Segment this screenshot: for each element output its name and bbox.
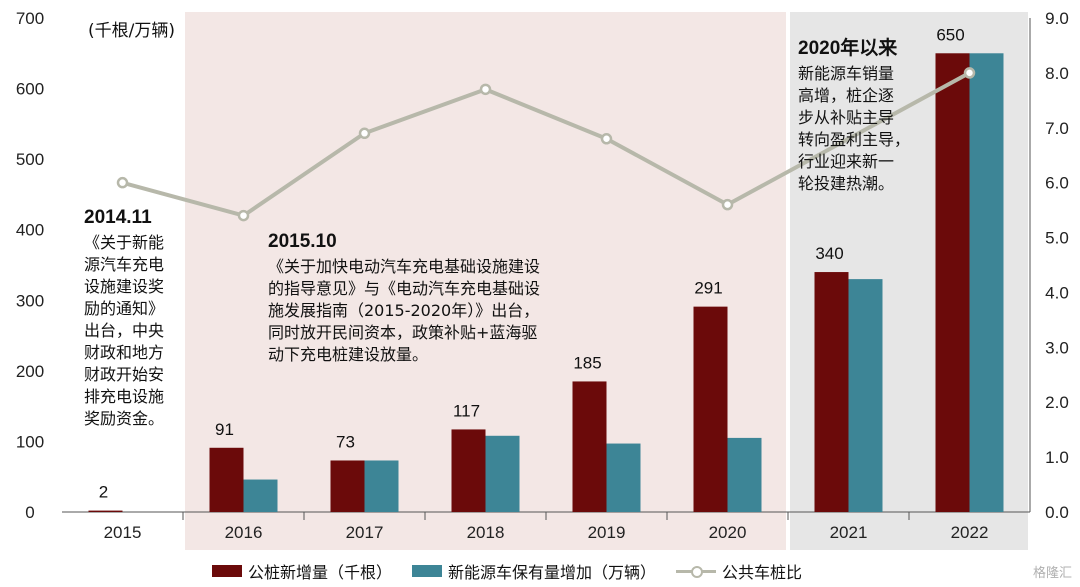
annotation-2014-line: 《关于新能	[84, 233, 165, 252]
ratio-point	[116, 176, 129, 189]
annotation-2020-line: 新能源车销量	[798, 64, 895, 83]
bar-ev-stock-increase	[243, 479, 278, 512]
y-right-tick-label: 5.0	[1045, 229, 1069, 248]
ratio-line-series	[116, 67, 976, 222]
legend-swatch-new-public-piles	[212, 565, 242, 577]
legend-label-new-public-piles: 公桩新增量（千根）	[248, 563, 393, 582]
bar-data-label: 185	[573, 353, 601, 372]
ratio-point	[358, 127, 371, 140]
ratio-point	[963, 67, 976, 79]
annotation-2014-line: 出台，中央	[84, 321, 165, 340]
ratio-point	[479, 83, 492, 96]
legend-item-new-public-piles: 公桩新增量（千根）	[212, 559, 392, 583]
annotation-2015-line: 《关于加快电动汽车充电基础设施建设	[268, 257, 541, 276]
annotation-2014-line: 排充电设施	[84, 387, 165, 406]
annotation-2020-line: 行业迎来新一	[798, 152, 895, 171]
annotation-2015-heading: 2015.10	[268, 231, 337, 252]
bar-ev-stock-increase	[364, 460, 399, 512]
legend-label-vehicle-pile-ratio: 公共车桩比	[722, 563, 803, 582]
unit-label: (千根/万辆)	[88, 21, 175, 41]
y-right-tick-label: 4.0	[1045, 283, 1069, 302]
annotation-2020-line: 步从补贴主导	[798, 108, 895, 127]
legend-item-ev-stock-increase: 新能源车保有量增加（万辆）	[412, 559, 656, 583]
ratio-point	[237, 209, 250, 222]
y-left-tick-label: 0	[25, 503, 34, 522]
x-tick-label: 2020	[709, 523, 747, 542]
legend: 公桩新增量（千根） 新能源车保有量增加（万辆） 公共车桩比	[212, 559, 822, 583]
annotation-2015-line: 施发展指南（2015-2020年）》出台，	[268, 301, 540, 320]
y-right-tick-label: 7.0	[1045, 119, 1069, 138]
bar-new-public-piles	[814, 272, 849, 512]
annotation-2014-line: 财政和地方	[84, 343, 165, 362]
x-tick-label: 2018	[467, 523, 505, 542]
watermark-logo: 格隆汇	[1032, 566, 1072, 581]
bar-data-label: 91	[215, 420, 234, 439]
x-tick-label: 2016	[225, 523, 263, 542]
annotation-2015-line: 同时放开民间资本，政策补贴+蓝海驱	[268, 323, 538, 342]
bar-ev-stock-increase	[969, 53, 1004, 513]
bar-new-public-piles	[88, 510, 123, 512]
annotation-2014-line: 奖励资金。	[84, 409, 165, 428]
y-right-tick-label: 6.0	[1045, 174, 1069, 193]
bar-ev-stock-increase	[848, 279, 883, 512]
annotation-2015-line: 动下充电桩建设放量。	[268, 345, 429, 364]
annotation-2020-line: 轮投建热潮。	[798, 174, 895, 193]
x-tick-label: 2022	[951, 523, 989, 542]
annotation-2014-line: 励的通知》	[84, 299, 165, 318]
bar-new-public-piles	[693, 306, 728, 512]
bar-new-public-piles	[209, 447, 244, 512]
annotation-2014-line: 设施建设奖	[84, 277, 165, 296]
bar-data-label: 340	[815, 244, 843, 263]
y-right-tick-label: 8.0	[1045, 64, 1069, 83]
bar-data-label: 291	[694, 279, 722, 298]
bar-ev-stock-increase	[606, 443, 641, 512]
annotation-2014-line: 源汽车充电	[84, 255, 165, 274]
legend-label-ev-stock-increase: 新能源车保有量增加（万辆）	[448, 563, 657, 582]
ratio-point	[600, 133, 613, 145]
bar-series	[88, 53, 1004, 513]
y-right-tick-label: 3.0	[1045, 338, 1069, 357]
bar-ev-stock-increase	[727, 437, 762, 512]
annotation-2020: 2020年以来 新能源车销量 高增，桩企逐 步从补贴主导 转向盈利主导， 行业迎…	[798, 33, 930, 195]
legend-swatch-ev-stock-increase	[412, 565, 443, 577]
y-right-tick-label: 1.0	[1045, 448, 1069, 467]
y-right-tick-label: 0.0	[1045, 503, 1069, 522]
x-tick-label: 2021	[830, 523, 868, 542]
legend-item-vehicle-pile-ratio: 公共车桩比	[676, 559, 802, 583]
bar-new-public-piles	[451, 429, 486, 512]
y-left-tick-label: 200	[16, 362, 44, 381]
y-left-tick-label: 100	[16, 432, 44, 451]
y-left-tick-label: 700	[16, 9, 44, 28]
y-left-tick-label: 600	[16, 80, 44, 99]
bar-data-label: 117	[453, 401, 480, 420]
x-tick-label: 2015	[104, 523, 142, 542]
annotation-2020-heading: 2020年以来	[798, 38, 898, 59]
ratio-point	[721, 198, 734, 211]
x-tick-label: 2019	[588, 523, 626, 542]
bar-ev-stock-increase	[485, 435, 520, 512]
annotation-2015: 2015.10 《关于加快电动汽车充电基础设施建设 的指导意见》与《电动汽车充电…	[268, 231, 618, 366]
annotation-2020-line: 高增，桩企逐	[798, 86, 895, 105]
axes: 2015 2016 2017 2018 2019 2020 2021 2022 0 100 200 3…	[16, 9, 1069, 542]
bar-new-public-piles	[572, 381, 607, 512]
annotation-2014-heading: 2014.11	[84, 207, 152, 228]
annotation-2015-line: 的指导意见》与《电动汽车充电基础设	[268, 279, 541, 298]
bar-new-public-piles	[330, 460, 365, 512]
bar-data-label: 2	[99, 483, 108, 502]
y-right-tick-label: 9.0	[1045, 9, 1069, 28]
legend-swatch-vehicle-pile-ratio	[676, 565, 717, 578]
bar-data-label: 650	[936, 25, 964, 44]
y-left-tick-label: 400	[16, 221, 44, 240]
y-left-tick-label: 300	[16, 291, 44, 310]
x-tick-label: 2017	[346, 523, 384, 542]
annotation-2020-line: 转向盈利主导，	[798, 130, 911, 149]
annotation-2014-line: 财政开始安	[84, 365, 165, 384]
annotation-2014: 2014.11 《关于新能 源汽车充电 设施建设奖 励的通知》 出台，中央 财政…	[84, 207, 202, 430]
bar-data-label: 73	[336, 432, 355, 451]
y-left-tick-label: 500	[16, 150, 44, 169]
bar-new-public-piles	[935, 53, 970, 513]
y-right-tick-label: 2.0	[1045, 393, 1069, 412]
